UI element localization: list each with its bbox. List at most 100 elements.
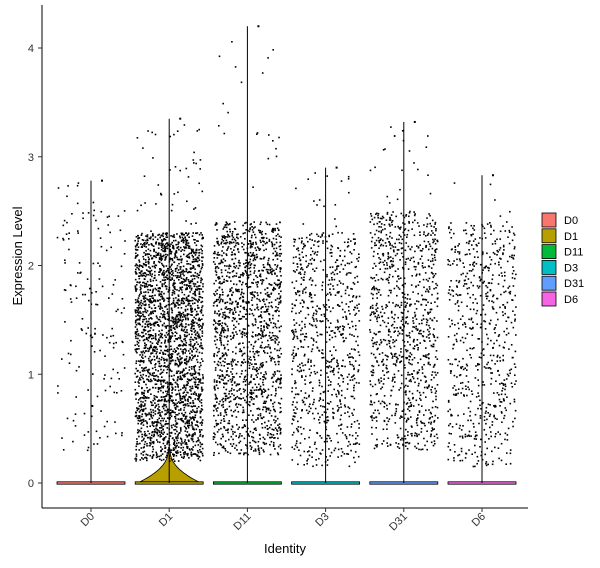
data-point [241, 354, 243, 357]
data-point [143, 251, 145, 254]
data-point [177, 460, 180, 462]
data-point [302, 223, 305, 225]
data-point [172, 458, 175, 461]
data-point [147, 273, 150, 276]
data-point [312, 387, 314, 389]
data-point [141, 354, 144, 356]
data-point [67, 352, 70, 355]
data-point [156, 355, 158, 358]
data-point [135, 249, 138, 251]
data-point [225, 353, 227, 355]
data-point [308, 436, 310, 439]
data-point [149, 272, 151, 274]
data-point [349, 333, 351, 336]
data-point [182, 404, 185, 406]
data-point [145, 246, 147, 248]
data-point [148, 244, 150, 246]
data-point [163, 349, 166, 352]
data-point [186, 288, 188, 290]
data-point [180, 444, 183, 446]
data-point [87, 389, 89, 391]
data-point [146, 457, 148, 460]
data-point [250, 391, 253, 394]
data-point [247, 229, 249, 232]
data-point [137, 401, 140, 404]
data-point [167, 267, 169, 270]
data-point [78, 262, 81, 264]
data-point [279, 282, 282, 285]
data-point [340, 406, 342, 408]
data-point [96, 443, 99, 445]
data-point [138, 449, 140, 451]
data-point [259, 364, 262, 366]
data-point [155, 352, 158, 355]
data-point [352, 443, 355, 445]
data-point [165, 422, 167, 425]
data-point [272, 434, 275, 436]
data-point [141, 457, 143, 459]
data-point [358, 303, 360, 305]
data-point [148, 237, 151, 240]
data-point [201, 245, 204, 248]
data-point [182, 269, 184, 272]
data-point [171, 278, 174, 280]
data-point [140, 291, 142, 293]
data-point [329, 266, 331, 269]
data-point [143, 431, 146, 433]
data-point [226, 241, 229, 244]
data-point [190, 410, 192, 413]
data-point [231, 359, 234, 362]
data-point [149, 322, 152, 325]
data-point [195, 251, 198, 254]
data-point [234, 300, 237, 303]
data-point [184, 451, 186, 454]
data-point [225, 253, 228, 255]
data-point [216, 241, 218, 243]
data-point [349, 363, 351, 366]
data-point [139, 459, 142, 461]
data-point [136, 330, 139, 332]
data-point [62, 239, 65, 241]
data-point [257, 281, 259, 284]
data-point [316, 204, 318, 206]
points-d0 [56, 179, 126, 452]
data-point [183, 246, 185, 248]
data-point [188, 420, 190, 423]
data-point [342, 359, 344, 362]
data-point [307, 412, 309, 415]
data-point [313, 244, 315, 246]
data-point [185, 232, 187, 234]
data-point [173, 236, 176, 238]
data-point [252, 345, 255, 348]
data-point [177, 451, 179, 454]
data-point [194, 251, 197, 254]
data-point [156, 351, 158, 353]
data-point [100, 410, 102, 412]
data-point [238, 452, 240, 455]
data-point [256, 297, 258, 300]
data-point [223, 420, 225, 422]
data-point [256, 307, 258, 309]
data-point [147, 391, 149, 393]
data-point [155, 383, 158, 385]
data-point [187, 398, 189, 400]
data-point [171, 410, 174, 413]
data-point [171, 277, 173, 279]
data-point [351, 379, 354, 381]
data-point [250, 242, 252, 244]
data-point [255, 351, 257, 353]
data-point [270, 351, 272, 354]
data-point [156, 432, 159, 435]
data-point [321, 235, 323, 237]
data-point [177, 370, 180, 372]
data-point [171, 270, 174, 272]
data-point [135, 392, 137, 395]
data-point [343, 255, 346, 258]
data-point [355, 340, 357, 343]
data-point [349, 443, 351, 446]
data-point [219, 412, 222, 414]
data-point [250, 389, 252, 391]
data-point [166, 400, 168, 403]
data-point [218, 276, 220, 278]
data-point [162, 385, 165, 387]
